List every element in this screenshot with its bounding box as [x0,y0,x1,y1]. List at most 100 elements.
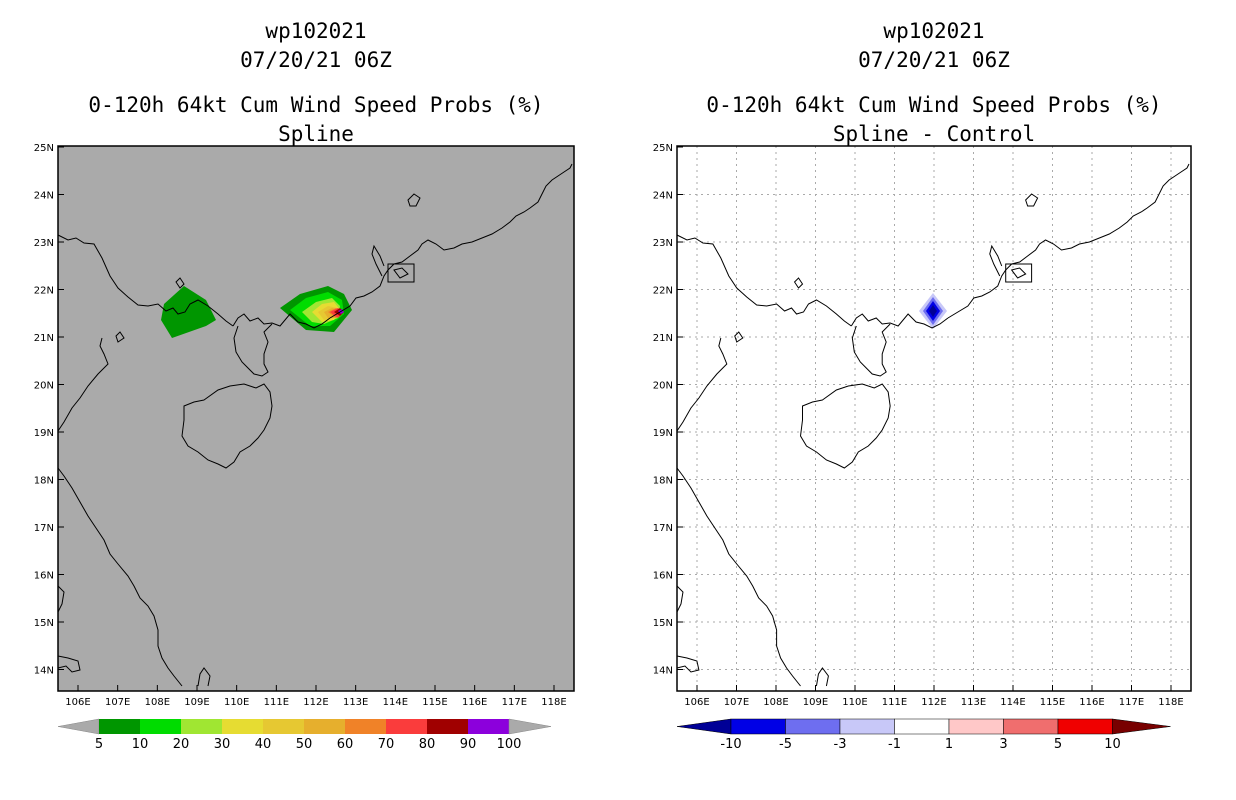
lon-tick-label: 109E [184,697,209,708]
difference-area-below-minus-10pct [929,305,937,317]
lat-tick-label: 16N [653,571,673,582]
colorbar-high-arrow [1112,718,1171,735]
colorbar-segment [181,719,222,734]
colorbar-segment [345,719,386,734]
colorbar-label: 3 [999,737,1007,752]
colorbar-label: 10 [1104,737,1121,752]
lon-tick-label: 116E [462,697,487,708]
left-longitude-axis: 106E 107E 108E 109E 110E 111E 112E 113E 114E 115E… [65,685,567,708]
lon-tick-label: 113E [961,697,986,708]
lon-tick-label: 110E [224,697,249,708]
panel-subtitle: Spline [278,122,354,146]
lon-tick-label: 117E [502,697,527,708]
colorbar-label: -5 [779,737,792,752]
colorbar-label: 50 [296,737,313,752]
lat-tick-label: 14N [653,666,673,677]
colorbar-segment [785,718,841,735]
right-map-title: wp102021 07/20/21 06Z 0-120h 64kt Cum Wi… [677,17,1191,149]
right-longitude-axis: 106E 107E 108E 109E 110E 111E 112E 113E 114E 115E… [684,685,1184,708]
lat-tick-label: 24N [653,191,673,202]
probability-area-10pct-west [161,286,216,338]
lon-tick-label: 113E [343,697,368,708]
left-colorbar: 5 10 20 30 40 50 60 70 80 90 100 [57,718,552,752]
lon-tick-label: 107E [105,697,130,708]
colorbar-label: 10 [132,737,149,752]
lon-tick-label: 106E [684,697,709,708]
storm-id: wp102021 [883,19,985,43]
left-map-background [58,146,574,691]
lon-tick-label: 117E [1119,697,1144,708]
lon-tick-label: 118E [1158,697,1183,708]
left-map-title: wp102021 07/20/21 06Z 0-120h 64kt Cum Wi… [58,17,574,149]
colorbar-label: 100 [497,737,522,752]
lon-tick-label: 106E [65,697,90,708]
colorbar-segment [427,719,468,734]
lat-tick-label: 16N [34,571,54,582]
forecast-time: 07/20/21 06Z [240,48,392,72]
colorbar-label: 5 [95,737,103,752]
lon-tick-label: 110E [842,697,867,708]
lat-tick-label: 22N [34,286,54,297]
lat-tick-label: 25N [653,143,673,154]
product-title: 0-120h 64kt Cum Wind Speed Probs (%) [88,93,544,117]
colorbar-segment [386,719,427,734]
lat-tick-label: 21N [34,333,54,344]
colorbar-segment [468,719,509,734]
lat-tick-label: 15N [34,618,54,629]
right-colorbar: -10 -5 -3 -1 1 3 5 10 [676,718,1171,752]
colorbar-label: 20 [173,737,190,752]
colorbar-segment [304,719,345,734]
lon-tick-label: 114E [383,697,408,708]
right-map: 25N 24N 23N 22N 21N 20N 19N 18N 17N 16N 15N 14N 106… [653,143,1192,708]
lat-tick-label: 18N [34,476,54,487]
right-latitude-axis: 25N 24N 23N 22N 21N 20N 19N 18N 17N 16N 15N 14N [653,143,683,677]
lat-tick-label: 19N [653,428,673,439]
right-map-gridlines [677,146,1191,691]
lat-tick-label: 22N [653,286,673,297]
lon-tick-label: 115E [422,697,447,708]
lat-tick-label: 14N [34,666,54,677]
left-map: 25N 24N 23N 22N 21N 20N 19N 18N 17N 16N 15N 14N 106… [34,143,575,708]
colorbar-label: -1 [888,737,901,752]
colorbar-label: -10 [720,737,741,752]
lon-tick-label: 108E [763,697,788,708]
lon-tick-label: 118E [541,697,566,708]
colorbar-label: 30 [214,737,231,752]
colorbar-high-arrow [508,718,552,735]
lat-tick-label: 25N [34,143,54,154]
lat-tick-label: 24N [34,191,54,202]
lon-tick-label: 114E [1000,697,1025,708]
lat-tick-label: 21N [653,333,673,344]
colorbar-label: 90 [460,737,477,752]
lon-tick-label: 111E [882,697,907,708]
colorbar-label: 80 [419,737,436,752]
colorbar-label: 60 [337,737,354,752]
product-title: 0-120h 64kt Cum Wind Speed Probs (%) [706,93,1162,117]
left-latitude-axis: 25N 24N 23N 22N 21N 20N 19N 18N 17N 16N 15N 14N [34,143,64,677]
lat-tick-label: 17N [34,523,54,534]
colorbar-low-arrow [57,718,100,735]
lat-tick-label: 20N [653,381,673,392]
lon-tick-label: 112E [921,697,946,708]
colorbar-segment [222,719,263,734]
lat-tick-label: 15N [653,618,673,629]
lon-tick-label: 111E [264,697,289,708]
colorbar-label: -3 [834,737,847,752]
colorbar-label: 5 [1054,737,1062,752]
colorbar-segment [1003,718,1059,735]
colorbar-label: 70 [378,737,395,752]
lon-tick-label: 108E [145,697,170,708]
lat-tick-label: 23N [653,238,673,249]
lat-tick-label: 23N [34,238,54,249]
colorbar-segment [839,718,895,735]
colorbar-low-arrow [676,718,732,735]
storm-id: wp102021 [265,19,367,43]
colorbar-segment [140,719,181,734]
colorbar-segment [263,719,304,734]
lon-tick-label: 107E [724,697,749,708]
colorbar-segment [99,719,140,734]
colorbar-segment [948,718,1004,735]
colorbar-label: 1 [945,737,953,752]
colorbar-label: 40 [255,737,272,752]
